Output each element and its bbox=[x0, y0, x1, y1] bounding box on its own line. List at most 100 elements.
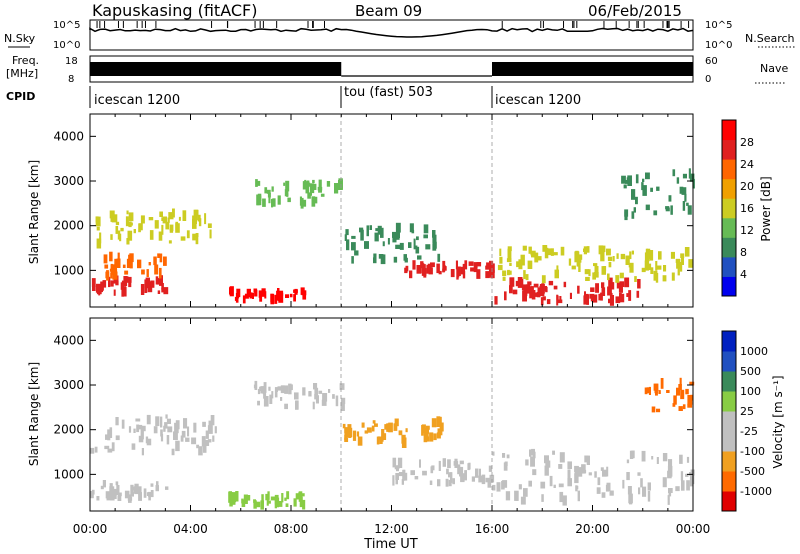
power-colorbar-tick: 8 bbox=[740, 246, 747, 259]
power-cell bbox=[99, 232, 102, 244]
velocity-cell bbox=[146, 438, 152, 446]
power-cell bbox=[598, 245, 604, 255]
velocity-cell bbox=[588, 472, 592, 476]
power-cell bbox=[259, 290, 265, 294]
power-cell bbox=[560, 246, 565, 256]
power-cell bbox=[653, 270, 658, 281]
power-cell bbox=[149, 230, 154, 240]
power-cell bbox=[635, 174, 639, 184]
power-cell bbox=[525, 274, 529, 281]
power-cell bbox=[154, 220, 159, 229]
velocity-cell bbox=[263, 396, 269, 407]
power-cell bbox=[180, 236, 186, 241]
power-cell bbox=[122, 264, 126, 268]
power-cell bbox=[351, 256, 354, 264]
power-cell bbox=[476, 262, 482, 267]
velocity-cell bbox=[552, 450, 555, 455]
velocity-cell bbox=[181, 430, 186, 438]
power-cell bbox=[485, 271, 490, 279]
velocity-cell bbox=[421, 424, 424, 436]
power-cell bbox=[271, 186, 274, 192]
power-cell bbox=[682, 201, 686, 211]
power-cell bbox=[404, 257, 408, 263]
velocity-cell bbox=[471, 476, 475, 482]
velocity-cell bbox=[107, 448, 113, 453]
velocity-colorbar-swatch bbox=[722, 491, 736, 512]
power-cell bbox=[234, 296, 239, 301]
velocity-cell bbox=[109, 427, 113, 438]
velocity-cell bbox=[318, 390, 323, 394]
velocity-cell bbox=[464, 470, 467, 481]
velocity-cell bbox=[111, 442, 115, 452]
freq-tick-bottom: 8 bbox=[68, 74, 74, 85]
velocity-cell bbox=[646, 387, 650, 394]
velocity-cell bbox=[545, 460, 551, 468]
velocity-cell bbox=[401, 479, 404, 485]
power-cell bbox=[583, 246, 587, 255]
velocity-cell bbox=[372, 420, 376, 424]
velocity-cell bbox=[559, 452, 565, 463]
power-cell bbox=[530, 251, 534, 256]
velocity-cell bbox=[651, 456, 654, 460]
velocity-cell bbox=[105, 434, 110, 440]
power-cell bbox=[556, 265, 559, 275]
velocity-cell bbox=[478, 475, 483, 483]
velocity-cell bbox=[460, 473, 465, 483]
power-cell bbox=[425, 244, 431, 250]
velocity-cell bbox=[602, 469, 607, 477]
power-cell bbox=[497, 264, 503, 271]
freq-tick-top: 18 bbox=[65, 56, 78, 67]
power-cell bbox=[600, 292, 603, 300]
power-cell bbox=[317, 186, 323, 191]
velocity-cell bbox=[445, 478, 449, 487]
power-colorbar-swatch bbox=[722, 256, 736, 277]
power-cell bbox=[145, 277, 150, 283]
power-cell bbox=[276, 290, 279, 301]
power-cell bbox=[516, 261, 521, 268]
velocity-cell bbox=[396, 465, 400, 469]
velocity-cell bbox=[685, 473, 689, 477]
velocity-cell bbox=[112, 488, 117, 493]
power-cell bbox=[577, 285, 580, 294]
power-cell bbox=[175, 221, 179, 230]
power-cell bbox=[616, 253, 619, 259]
power-ytick-label: 1000 bbox=[53, 263, 84, 277]
power-cell bbox=[571, 265, 576, 270]
power-cell bbox=[584, 269, 589, 275]
freq-label: Freq. bbox=[12, 54, 39, 67]
power-cell bbox=[600, 250, 605, 262]
power-cell bbox=[186, 230, 190, 239]
power-cell bbox=[588, 269, 591, 277]
velocity-cell bbox=[183, 418, 188, 429]
power-cell bbox=[671, 272, 675, 281]
velocity-cell bbox=[574, 465, 579, 473]
velocity-cell bbox=[160, 434, 164, 442]
power-cell bbox=[629, 262, 634, 273]
power-cell bbox=[432, 234, 437, 244]
power-cell bbox=[688, 259, 694, 268]
velocity-cell bbox=[448, 472, 452, 478]
velocity-cell bbox=[266, 495, 269, 506]
power-cell bbox=[320, 193, 325, 197]
velocity-cell bbox=[506, 454, 510, 459]
power-cell bbox=[122, 286, 127, 297]
power-cell bbox=[668, 195, 672, 202]
velocity-cell bbox=[228, 491, 232, 502]
power-cell bbox=[470, 267, 475, 272]
power-cell bbox=[684, 193, 687, 202]
power-cell bbox=[621, 175, 626, 184]
velocity-cell bbox=[662, 453, 668, 462]
cpid-label: CPID bbox=[6, 90, 35, 103]
power-cell bbox=[542, 296, 546, 301]
velocity-cell bbox=[666, 390, 670, 393]
velocity-cell bbox=[689, 381, 695, 386]
power-cell bbox=[619, 281, 625, 287]
velocity-cell bbox=[422, 470, 427, 476]
velocity-colorbar-swatch bbox=[722, 351, 736, 372]
power-cell bbox=[416, 236, 419, 241]
velocity-cell bbox=[668, 492, 672, 497]
velocity-cell bbox=[397, 457, 403, 468]
power-cell bbox=[427, 263, 432, 272]
velocity-cell bbox=[396, 467, 399, 472]
power-cell bbox=[629, 251, 632, 260]
